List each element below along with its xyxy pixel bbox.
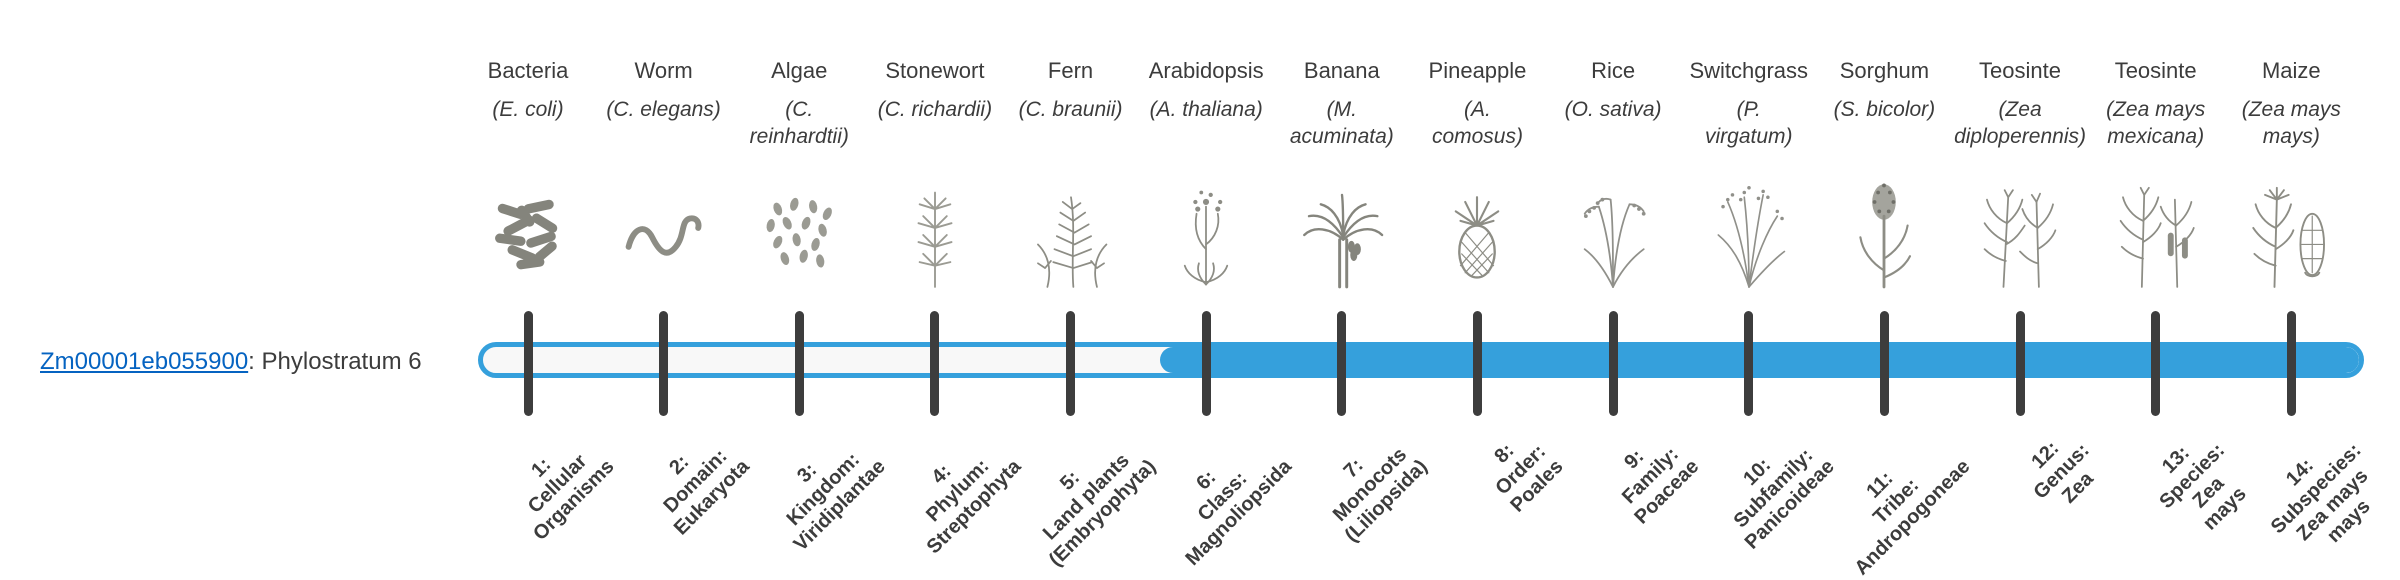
worm-illustration bbox=[608, 176, 720, 294]
teosinte-diploperennis-illustration bbox=[1964, 176, 2076, 294]
phylostratum-label: 1: Cellular Organisms bbox=[523, 450, 619, 545]
algae-illustration bbox=[743, 176, 855, 294]
organism-scientific-name: (C. reinhardtii) bbox=[749, 98, 849, 148]
phylostratum-tick bbox=[1337, 311, 1347, 416]
banana-illustration bbox=[1286, 176, 1398, 294]
phylostratum-label: 6: Class: Magnoliopsida bbox=[1181, 455, 1297, 571]
maize-illustration bbox=[2235, 176, 2347, 294]
organism-common-name: Sorghum bbox=[1839, 58, 1930, 83]
phylostratum-label: 5: Land plants (Embryophyta) bbox=[1039, 449, 1161, 571]
organism-common-name: Arabidopsis bbox=[1148, 58, 1264, 83]
phylostratum-tick bbox=[1744, 311, 1754, 416]
switchgrass-illustration bbox=[1693, 176, 1805, 294]
organism-common-name: Banana bbox=[1303, 58, 1380, 83]
organism-scientific-name: (O. sativa) bbox=[1564, 98, 1662, 121]
organism-common-name: Worm bbox=[634, 58, 693, 83]
organism-common-name: Teosinte bbox=[1979, 58, 2061, 83]
bacteria-illustration bbox=[472, 176, 584, 294]
organism-common-name: Stonewort bbox=[885, 58, 985, 83]
organism-scientific-name: (S. bicolor) bbox=[1833, 98, 1936, 121]
organism-scientific-name: (M. acuminata) bbox=[1289, 98, 1394, 148]
phylostratum-tick bbox=[2286, 311, 2296, 416]
phylostratum-label: 8: Order: Poales bbox=[1490, 439, 1568, 517]
gene-id-link[interactable]: Zm00001eb055900 bbox=[40, 348, 249, 375]
organism-common-name: Teosinte bbox=[2114, 58, 2197, 83]
phylostratum-label: 7: Monocots (Liliopsida) bbox=[1328, 443, 1432, 547]
phylostratum-label: 14: Subspecies: Zea mays mays bbox=[2266, 439, 2375, 548]
phylostratum-tick bbox=[659, 311, 669, 416]
phylostratum-tick bbox=[1066, 311, 1076, 416]
organism-scientific-name: (C. braunii) bbox=[1018, 98, 1123, 121]
rice-illustration bbox=[1557, 176, 1669, 294]
organism-common-name: Switchgrass bbox=[1689, 58, 1809, 83]
phylostratum-label: 9: Family: Poaceae bbox=[1617, 443, 1704, 529]
organism-common-name: Maize bbox=[2261, 58, 2321, 83]
organism-scientific-name: (P. virgatum) bbox=[1704, 98, 1793, 148]
pineapple-illustration bbox=[1421, 176, 1533, 294]
stonewort-illustration bbox=[879, 176, 991, 294]
organism-scientific-name: (Zea mays mays) bbox=[2241, 98, 2341, 148]
sorghum-illustration bbox=[1828, 176, 1940, 294]
organism-scientific-name: (A. thaliana) bbox=[1149, 98, 1263, 121]
organism-common-name: Bacteria bbox=[487, 58, 569, 83]
organism-common-name: Rice bbox=[1591, 58, 1636, 83]
teosinte-mexicana-illustration bbox=[2100, 176, 2212, 294]
organism-scientific-name: (C. elegans) bbox=[606, 98, 721, 121]
phylostratum-label: 13: Species: Zea mays bbox=[2155, 439, 2252, 535]
phylostratum-tick bbox=[930, 311, 940, 416]
phylostratum-tick bbox=[1879, 311, 1889, 416]
phylostratum-tick bbox=[1608, 311, 1618, 416]
phylostratum-label: 2: Domain: Eukaryota bbox=[659, 445, 754, 540]
phylostratum-tick bbox=[2151, 311, 2161, 416]
gene-phylostratum-text: : Phylostratum 6 bbox=[248, 348, 422, 375]
phylostratum-tick bbox=[2015, 311, 2025, 416]
phylostratum-label: 12: Genus: Zea bbox=[2027, 437, 2098, 508]
organism-common-name: Algae bbox=[771, 58, 828, 83]
phylostratum-bar-track bbox=[478, 342, 2364, 378]
phylostratum-label: 10: Subfamily: Panicoideae bbox=[1729, 444, 1839, 554]
organism-scientific-name: (E. coli) bbox=[492, 98, 564, 121]
organism-scientific-name: (A. comosus) bbox=[1431, 98, 1523, 148]
phylostratum-tick bbox=[523, 311, 533, 416]
organism-common-name: Fern bbox=[1047, 58, 1094, 83]
organism-common-name: Pineapple bbox=[1428, 58, 1527, 83]
organism-scientific-name: (C. richardii) bbox=[877, 98, 993, 121]
phylostratum-label: 4: Phylum: Streptophyta bbox=[921, 454, 1026, 559]
phylostratum-tick bbox=[1472, 311, 1482, 416]
fern-illustration bbox=[1015, 176, 1127, 294]
phylostratum-label: 3: Kingdom: Viridiplantae bbox=[782, 448, 890, 556]
phylostratum-tick bbox=[794, 311, 804, 416]
phylostratum-label: 11: Tribe: Andropogoneae bbox=[1850, 455, 1975, 580]
arabidopsis-illustration bbox=[1150, 176, 1262, 294]
organism-scientific-name: (Zea mays mexicana) bbox=[2106, 98, 2206, 148]
phylostratum-tick bbox=[1201, 311, 1211, 416]
gene-label: Zm00001eb055900: Phylostratum 6 bbox=[40, 348, 422, 376]
organism-scientific-name: (Zea diploperennis) bbox=[1954, 98, 2086, 148]
